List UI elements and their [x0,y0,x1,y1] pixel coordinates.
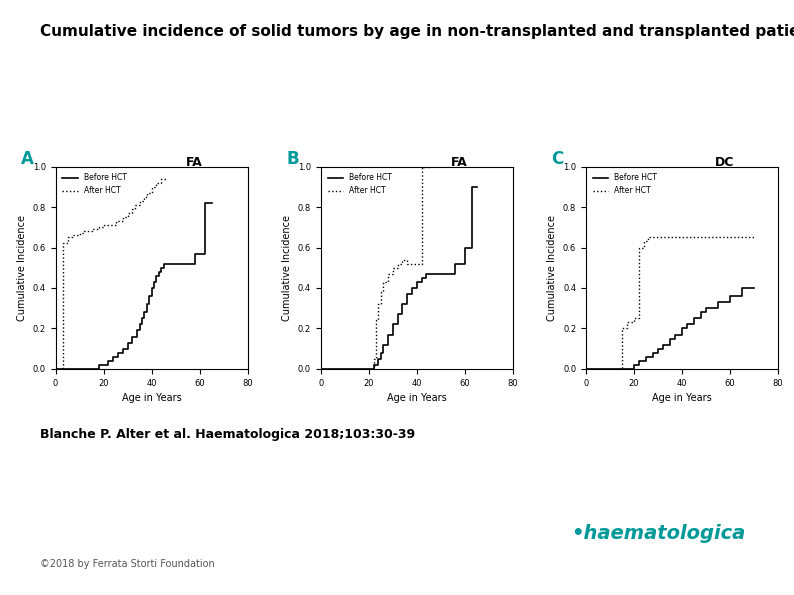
Text: Cumulative incidence of solid tumors by age in non-transplanted and transplanted: Cumulative incidence of solid tumors by … [40,24,794,39]
Text: Blanche P. Alter et al. Haematologica 2018;103:30-39: Blanche P. Alter et al. Haematologica 20… [40,428,414,441]
Text: FA: FA [186,156,202,170]
Text: FA: FA [451,156,468,170]
Text: DC: DC [715,156,734,170]
Legend: Before HCT, After HCT: Before HCT, After HCT [60,170,129,198]
Y-axis label: Cumulative Incidence: Cumulative Incidence [282,215,292,321]
Y-axis label: Cumulative Incidence: Cumulative Incidence [547,215,557,321]
Text: •haematologica: •haematologica [572,524,746,543]
Y-axis label: Cumulative Incidence: Cumulative Incidence [17,215,27,321]
Legend: Before HCT, After HCT: Before HCT, After HCT [590,170,660,198]
Text: A: A [21,151,34,168]
Legend: Before HCT, After HCT: Before HCT, After HCT [325,170,395,198]
X-axis label: Age in Years: Age in Years [121,393,182,403]
Text: C: C [551,151,564,168]
Text: B: B [286,151,299,168]
X-axis label: Age in Years: Age in Years [387,393,447,403]
X-axis label: Age in Years: Age in Years [652,393,712,403]
Text: ©2018 by Ferrata Storti Foundation: ©2018 by Ferrata Storti Foundation [40,559,214,569]
